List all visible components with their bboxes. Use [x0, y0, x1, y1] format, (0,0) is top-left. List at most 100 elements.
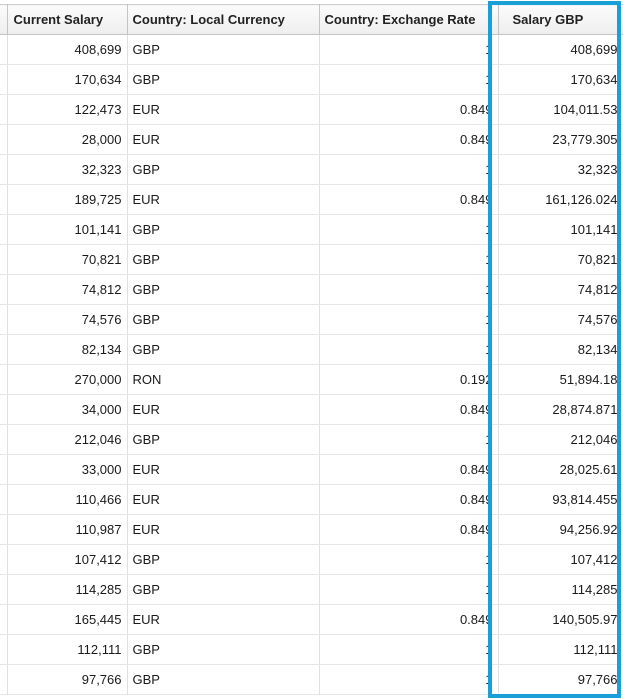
- cell-current-salary[interactable]: 28,000: [7, 124, 128, 155]
- table-row[interactable]: 114,285 GBP 1 114,285: [0, 574, 623, 605]
- cell-exchange-rate[interactable]: 1: [319, 154, 499, 185]
- cell-local-currency[interactable]: GBP: [127, 424, 320, 455]
- cell-salary-gbp[interactable]: 101,141: [498, 214, 623, 245]
- cell-exchange-rate[interactable]: 1: [319, 634, 499, 665]
- cell-exchange-rate[interactable]: 0.849: [319, 604, 499, 635]
- cell-salary-gbp[interactable]: 74,812: [498, 274, 623, 305]
- cell-local-currency[interactable]: GBP: [127, 64, 320, 95]
- cell-salary-gbp[interactable]: 82,134: [498, 334, 623, 365]
- row-selector[interactable]: [0, 454, 8, 485]
- table-row[interactable]: 165,445 EUR 0.849 140,505.97: [0, 604, 623, 635]
- row-selector[interactable]: [0, 304, 8, 335]
- cell-exchange-rate[interactable]: 1: [319, 274, 499, 305]
- row-selector-header[interactable]: [0, 4, 8, 35]
- cell-local-currency[interactable]: GBP: [127, 634, 320, 665]
- row-selector[interactable]: [0, 424, 8, 455]
- column-header-salary-gbp[interactable]: Salary GBP: [498, 4, 623, 35]
- cell-current-salary[interactable]: 97,766: [7, 664, 128, 695]
- cell-local-currency[interactable]: EUR: [127, 184, 320, 215]
- table-row[interactable]: 107,412 GBP 1 107,412: [0, 544, 623, 575]
- cell-local-currency[interactable]: EUR: [127, 94, 320, 125]
- cell-salary-gbp[interactable]: 70,821: [498, 244, 623, 275]
- cell-current-salary[interactable]: 32,323: [7, 154, 128, 185]
- cell-current-salary[interactable]: 107,412: [7, 544, 128, 575]
- cell-local-currency[interactable]: GBP: [127, 664, 320, 695]
- cell-current-salary[interactable]: 82,134: [7, 334, 128, 365]
- table-row[interactable]: 34,000 EUR 0.849 28,874.871: [0, 394, 623, 425]
- row-selector[interactable]: [0, 394, 8, 425]
- column-header-local-currency[interactable]: Country: Local Currency: [127, 4, 320, 35]
- cell-current-salary[interactable]: 212,046: [7, 424, 128, 455]
- cell-local-currency[interactable]: GBP: [127, 244, 320, 275]
- cell-current-salary[interactable]: 189,725: [7, 184, 128, 215]
- row-selector[interactable]: [0, 514, 8, 545]
- cell-salary-gbp[interactable]: 97,766: [498, 664, 623, 695]
- cell-current-salary[interactable]: 34,000: [7, 394, 128, 425]
- cell-current-salary[interactable]: 110,987: [7, 514, 128, 545]
- table-row[interactable]: 101,141 GBP 1 101,141: [0, 214, 623, 245]
- cell-exchange-rate[interactable]: 0.849: [319, 454, 499, 485]
- cell-exchange-rate[interactable]: 1: [319, 34, 499, 65]
- table-row[interactable]: 270,000 RON 0.192 51,894.18: [0, 364, 623, 395]
- row-selector[interactable]: [0, 364, 8, 395]
- column-header-current-salary[interactable]: Current Salary: [7, 4, 128, 35]
- row-selector[interactable]: [0, 604, 8, 635]
- cell-exchange-rate[interactable]: 0.849: [319, 184, 499, 215]
- cell-local-currency[interactable]: GBP: [127, 544, 320, 575]
- row-selector[interactable]: [0, 64, 8, 95]
- cell-exchange-rate[interactable]: 1: [319, 664, 499, 695]
- cell-salary-gbp[interactable]: 74,576: [498, 304, 623, 335]
- cell-current-salary[interactable]: 101,141: [7, 214, 128, 245]
- table-row[interactable]: 74,812 GBP 1 74,812: [0, 274, 623, 305]
- cell-local-currency[interactable]: GBP: [127, 154, 320, 185]
- cell-current-salary[interactable]: 114,285: [7, 574, 128, 605]
- cell-local-currency[interactable]: EUR: [127, 454, 320, 485]
- cell-current-salary[interactable]: 33,000: [7, 454, 128, 485]
- cell-salary-gbp[interactable]: 408,699: [498, 34, 623, 65]
- cell-exchange-rate[interactable]: 1: [319, 544, 499, 575]
- table-row[interactable]: 28,000 EUR 0.849 23,779.305: [0, 124, 623, 155]
- cell-exchange-rate[interactable]: 1: [319, 574, 499, 605]
- cell-exchange-rate[interactable]: 1: [319, 214, 499, 245]
- cell-local-currency[interactable]: EUR: [127, 394, 320, 425]
- cell-local-currency[interactable]: EUR: [127, 484, 320, 515]
- cell-local-currency[interactable]: GBP: [127, 334, 320, 365]
- cell-local-currency[interactable]: GBP: [127, 304, 320, 335]
- row-selector[interactable]: [0, 544, 8, 575]
- cell-current-salary[interactable]: 112,111: [7, 634, 128, 665]
- table-row[interactable]: 32,323 GBP 1 32,323: [0, 154, 623, 185]
- cell-exchange-rate[interactable]: 0.192: [319, 364, 499, 395]
- cell-local-currency[interactable]: GBP: [127, 214, 320, 245]
- cell-exchange-rate[interactable]: 1: [319, 244, 499, 275]
- cell-local-currency[interactable]: EUR: [127, 604, 320, 635]
- table-row[interactable]: 33,000 EUR 0.849 28,025.61: [0, 454, 623, 485]
- cell-salary-gbp[interactable]: 161,126.024: [498, 184, 623, 215]
- row-selector[interactable]: [0, 274, 8, 305]
- row-selector[interactable]: [0, 94, 8, 125]
- cell-current-salary[interactable]: 170,634: [7, 64, 128, 95]
- cell-exchange-rate[interactable]: 0.849: [319, 124, 499, 155]
- cell-local-currency[interactable]: EUR: [127, 124, 320, 155]
- cell-salary-gbp[interactable]: 94,256.92: [498, 514, 623, 545]
- table-row[interactable]: 408,699 GBP 1 408,699: [0, 34, 623, 65]
- cell-exchange-rate[interactable]: 0.849: [319, 514, 499, 545]
- cell-current-salary[interactable]: 74,576: [7, 304, 128, 335]
- row-selector[interactable]: [0, 124, 8, 155]
- cell-salary-gbp[interactable]: 112,111: [498, 634, 623, 665]
- row-selector[interactable]: [0, 574, 8, 605]
- cell-salary-gbp[interactable]: 32,323: [498, 154, 623, 185]
- cell-salary-gbp[interactable]: 104,011.53: [498, 94, 623, 125]
- cell-salary-gbp[interactable]: 107,412: [498, 544, 623, 575]
- cell-current-salary[interactable]: 408,699: [7, 34, 128, 65]
- row-selector[interactable]: [0, 244, 8, 275]
- cell-current-salary[interactable]: 74,812: [7, 274, 128, 305]
- cell-salary-gbp[interactable]: 114,285: [498, 574, 623, 605]
- table-row[interactable]: 110,466 EUR 0.849 93,814.455: [0, 484, 623, 515]
- row-selector[interactable]: [0, 184, 8, 215]
- table-row[interactable]: 170,634 GBP 1 170,634: [0, 64, 623, 95]
- cell-local-currency[interactable]: GBP: [127, 34, 320, 65]
- cell-salary-gbp[interactable]: 23,779.305: [498, 124, 623, 155]
- row-selector[interactable]: [0, 34, 8, 65]
- cell-exchange-rate[interactable]: 1: [319, 64, 499, 95]
- cell-salary-gbp[interactable]: 170,634: [498, 64, 623, 95]
